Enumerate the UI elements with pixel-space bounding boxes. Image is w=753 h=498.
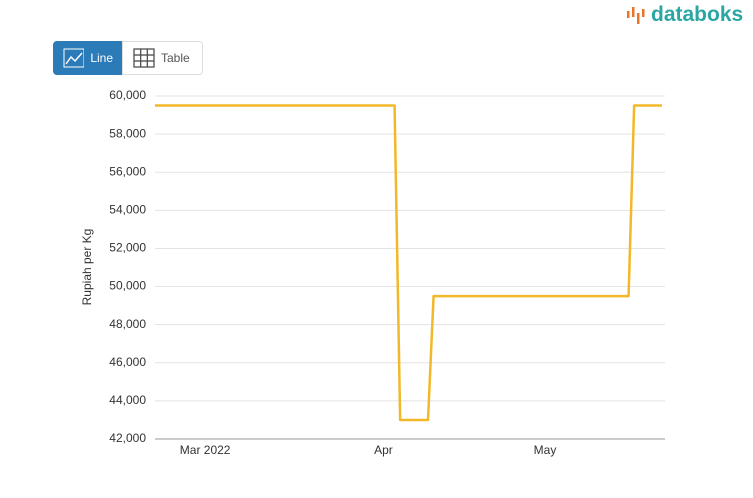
brand-icon [627,7,645,24]
y-tick-label: 42,000 [109,431,146,445]
y-tick-label: 56,000 [109,164,146,178]
y-tick-label: 48,000 [109,317,146,331]
x-tick-label: Apr [374,443,393,457]
y-tick-label: 44,000 [109,393,146,407]
y-tick-label: 60,000 [109,88,146,102]
x-tick-label: Mar 2022 [180,443,231,457]
line-icon [63,48,85,68]
line-button[interactable]: Line [53,41,123,75]
y-tick-label: 58,000 [109,126,146,140]
table-button[interactable]: Table [122,41,203,75]
y-axis-label: Rupiah per Kg [80,229,94,306]
line [155,104,662,422]
y-tick-label: 52,000 [109,241,146,255]
line-button-label: Line [90,51,113,65]
brand-logo: databoks [626,3,743,27]
table-icon [133,48,155,68]
table-button-label: Table [161,51,190,65]
x-tick-label: May [534,443,557,457]
y-tick-label: 54,000 [109,203,146,217]
y-tick-label: 50,000 [109,279,146,293]
brand-name: databoks [651,3,744,26]
y-tick-label: 46,000 [109,355,146,369]
